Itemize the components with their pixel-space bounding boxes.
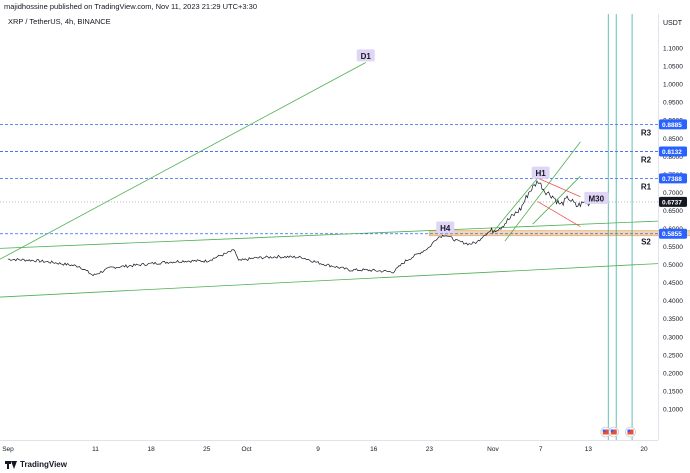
y-tick-label: 0.8000: [663, 154, 683, 161]
tf-label-m30: M30: [589, 194, 605, 203]
time-axis[interactable]: [0, 440, 658, 457]
footer-brand[interactable]: TradingView: [5, 460, 67, 469]
y-tick-label: 0.7000: [663, 190, 683, 197]
current-price-tag: 0.6737: [662, 199, 682, 206]
event-flag-fill-1: [602, 429, 609, 435]
tf-label-h1: H1: [536, 169, 547, 178]
level-tag-r2-bg: [659, 146, 687, 157]
tf-label-bg-m30: [584, 191, 609, 204]
support-zone: [428, 230, 690, 237]
y-tick-label: 0.5000: [663, 262, 683, 269]
current-price-tag-bg: [659, 196, 687, 207]
level-tag-r3-bg: [659, 119, 687, 130]
tradingview-logo-icon: [5, 460, 17, 469]
event-flag-fill-3: [627, 429, 634, 435]
x-tick-label: Nov: [487, 446, 499, 453]
trendline-4: [492, 174, 541, 233]
trendline-1: [0, 62, 366, 260]
y-tick-label: 0.2500: [663, 352, 683, 359]
price-series: [7, 180, 591, 277]
flag-line-2: [537, 201, 581, 228]
level-name-r3: R3: [641, 128, 652, 137]
level-tag-r1: 0.7388: [662, 176, 682, 183]
trendline-5: [504, 141, 581, 242]
event-flag-canton-2: [610, 429, 614, 432]
y-tick-label: 0.2000: [663, 370, 683, 377]
level-tag-r1-bg: [659, 173, 687, 184]
price-axis[interactable]: [658, 14, 690, 440]
x-tick-label: 20: [640, 446, 648, 453]
x-tick-label: 18: [147, 446, 155, 453]
trendline-3: [0, 263, 658, 298]
x-tick-label: 9: [316, 446, 320, 453]
y-tick-label: 0.1500: [663, 388, 683, 395]
y-tick-label: 0.5500: [663, 244, 683, 251]
level-name-r2: R2: [641, 156, 652, 165]
brand-name: TradingView: [20, 460, 67, 469]
level-tag-s2-bg: [659, 228, 687, 239]
tf-label-h4: H4: [440, 224, 451, 233]
symbol-title: XRP / TetherUS, 4h, BINANCE: [8, 17, 111, 26]
trendline-2: [0, 220, 658, 249]
level-tag-s2: 0.5855: [662, 231, 682, 238]
y-tick-label: 0.4000: [663, 298, 683, 305]
level-name-s2: S2: [641, 238, 651, 247]
y-tick-label: 0.3500: [663, 316, 683, 323]
y-tick-label: 0.4500: [663, 280, 683, 287]
y-tick-label: 1.1000: [663, 46, 683, 53]
level-tag-r2: 0.8132: [662, 149, 682, 156]
x-tick-label: 16: [370, 446, 378, 453]
chart-pane[interactable]: [0, 14, 658, 440]
x-tick-label: 11: [92, 446, 99, 453]
x-tick-label: 7: [539, 446, 543, 453]
flag-line-1: [537, 177, 581, 198]
y-tick-label: 0.8500: [663, 136, 683, 143]
y-tick-label: 1.0500: [663, 64, 683, 71]
y-tick-label: 0.3000: [663, 334, 683, 341]
event-flag-canton-1: [602, 429, 606, 432]
tf-label-d1: D1: [361, 52, 372, 61]
event-flag-fill-2: [610, 429, 617, 435]
y-tick-label: 1.0000: [663, 82, 683, 89]
level-tag-r3: 0.8885: [662, 122, 682, 129]
event-flag-canton-3: [627, 429, 630, 432]
x-tick-label: Sep: [2, 446, 14, 453]
x-tick-label: 23: [426, 446, 434, 453]
y-tick-label: 0.1000: [663, 406, 683, 413]
tf-label-bg-h4: [436, 221, 455, 234]
x-tick-label: 25: [203, 446, 211, 453]
tf-label-bg-d1: [356, 49, 375, 62]
x-tick-label: 13: [585, 446, 593, 453]
y-unit-label: USDT: [663, 20, 683, 27]
tf-label-bg-h1: [531, 166, 550, 179]
publisher-line: majidhossine published on TradingView.co…: [4, 2, 258, 11]
x-tick-label: Oct: [241, 446, 251, 453]
price-chart[interactable]: D1 H4 H1 M30 R3 R2 R1 S2 1.1000 1.0500 1.0000 0.95…: [0, 0, 690, 458]
level-name-r1: R1: [641, 182, 652, 191]
y-tick-label: 0.6500: [663, 208, 683, 215]
y-tick-label: 0.9500: [663, 100, 683, 107]
trendline-6: [532, 175, 581, 225]
